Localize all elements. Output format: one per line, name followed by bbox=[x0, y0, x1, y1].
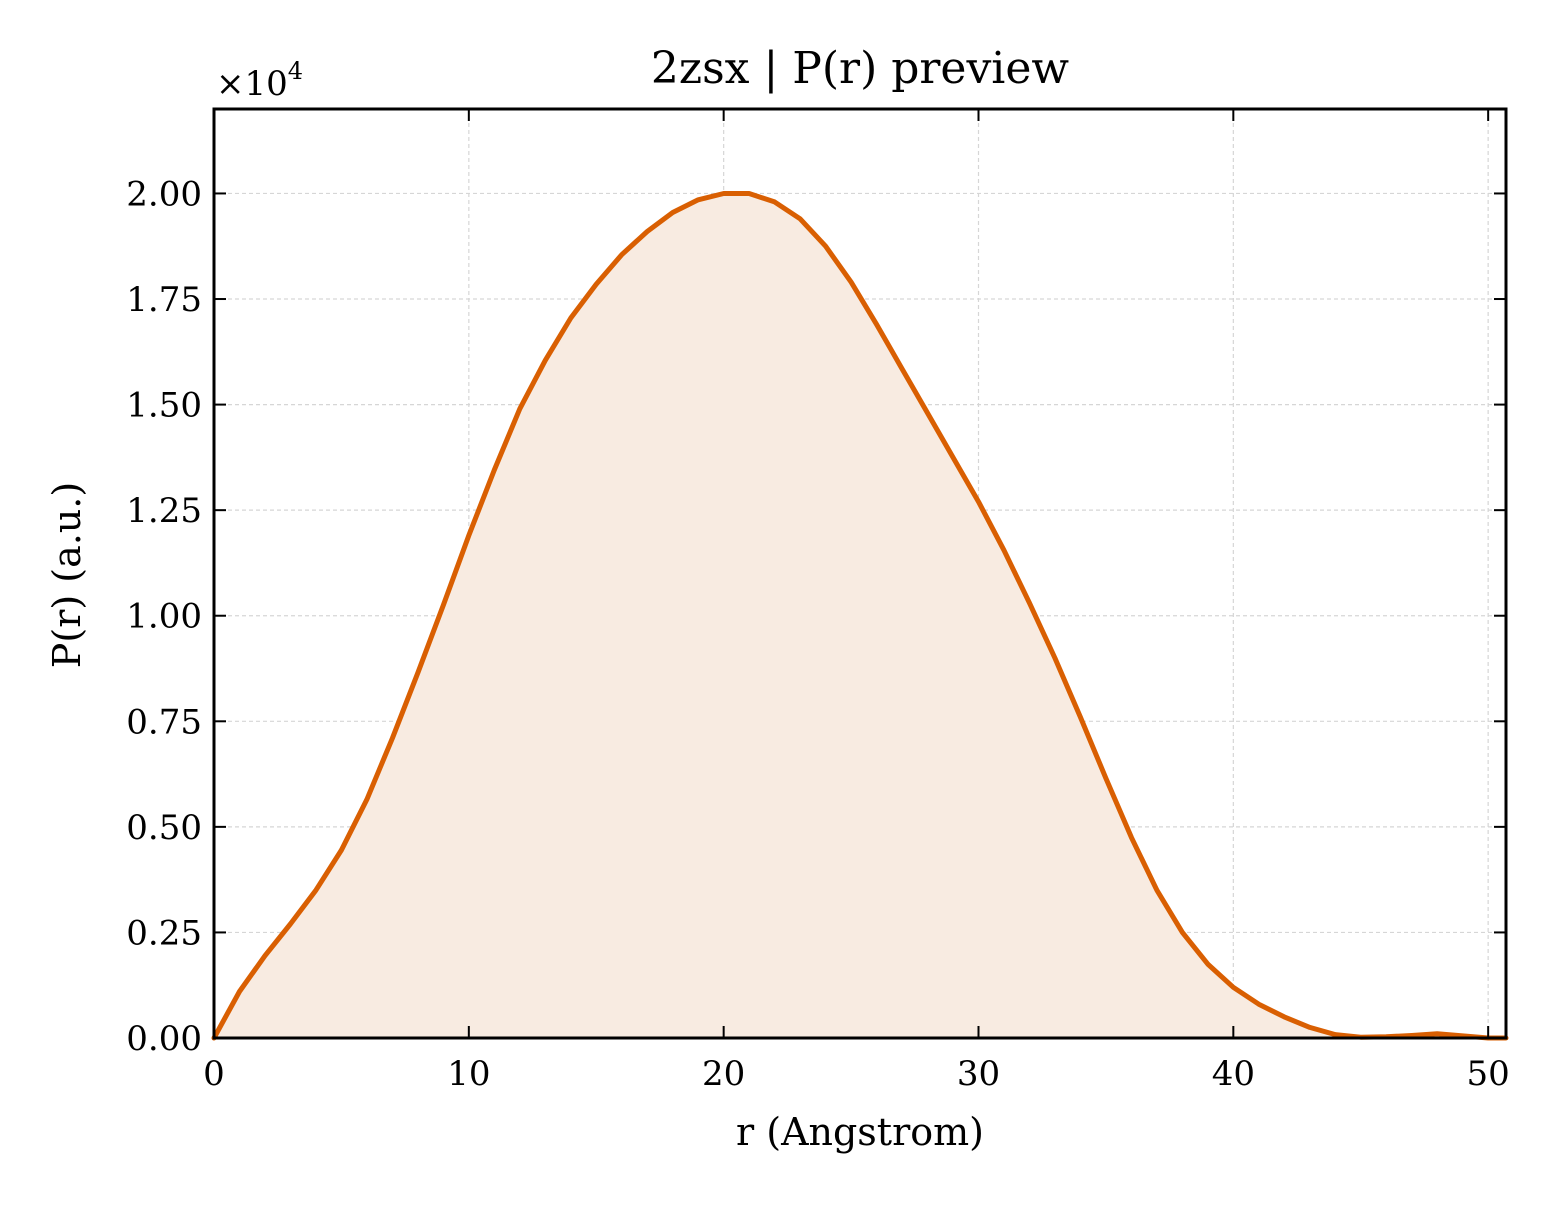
y-tick-label: 1.25 bbox=[126, 491, 202, 531]
plot-area bbox=[211, 191, 1509, 1041]
x-tick-label: 40 bbox=[1212, 1054, 1255, 1094]
y-tick-label: 1.00 bbox=[126, 597, 202, 637]
plot-frame bbox=[212, 107, 1508, 1040]
series-line bbox=[211, 191, 1509, 1041]
y-axis-label: P(r) (a.u.) bbox=[45, 482, 89, 668]
y-tick-label: 0.25 bbox=[126, 913, 202, 953]
y-multiplier: ×104 bbox=[216, 57, 303, 104]
x-tick-label: 10 bbox=[447, 1054, 490, 1094]
y-tick-label: 2.00 bbox=[126, 174, 202, 214]
x-tick-label: 20 bbox=[702, 1054, 745, 1094]
chart-title: 2zsx | P(r) preview bbox=[651, 43, 1070, 94]
y-tick-label: 0.00 bbox=[126, 1019, 202, 1059]
axes: 0 10 20 30 40 50 0.00 0.25 0.50 0.75 1.00 1.25 1.50 1… bbox=[126, 107, 1510, 1094]
y-tick-label: 0.50 bbox=[126, 808, 202, 848]
x-axis-label: r (Angstrom) bbox=[736, 1110, 984, 1154]
y-tick-label: 1.50 bbox=[126, 386, 202, 426]
x-tick-label: 0 bbox=[203, 1054, 225, 1094]
series-fill bbox=[214, 193, 1506, 1038]
y-tick-label: 0.75 bbox=[126, 702, 202, 742]
y-multiplier-base: ×10 bbox=[216, 64, 288, 104]
x-tick-label: 50 bbox=[1467, 1054, 1510, 1094]
y-multiplier-exponent: 4 bbox=[288, 57, 303, 85]
y-tick-label: 1.75 bbox=[126, 280, 202, 320]
x-tick-label: 30 bbox=[957, 1054, 1000, 1094]
